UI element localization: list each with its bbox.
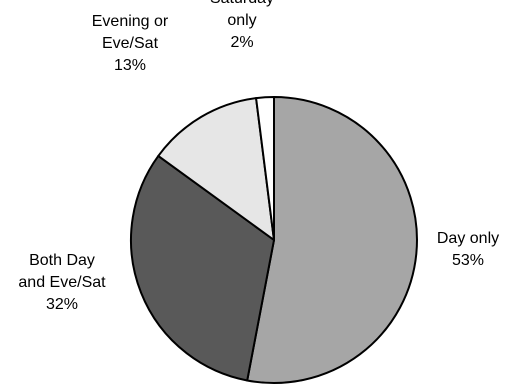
pie-slice-0 xyxy=(246,96,418,384)
slice-label-line-2-1: Eve/Sat xyxy=(102,35,159,52)
slice-labels: Day only 53% Both Day and Eve/Sat 32% Evening… xyxy=(18,0,499,313)
slice-percent-2: 13% xyxy=(114,57,146,74)
slice-label-line-1-1: and Eve/Sat xyxy=(18,274,106,291)
slice-label-line-0-0: Day only xyxy=(437,230,499,247)
slice-label-line-3-0: Saturday xyxy=(210,0,274,7)
slice-label-line-1-0: Both Day xyxy=(29,252,95,269)
pie-slice-3 xyxy=(255,96,275,241)
slice-percent-0: 53% xyxy=(452,252,484,269)
slice-label-2: Evening or Eve/Sat 13% xyxy=(92,13,169,74)
slice-label-3: Saturday only 2% xyxy=(210,0,274,51)
slice-label-1: Both Day and Eve/Sat 32% xyxy=(18,252,106,313)
pie-slice-1 xyxy=(130,154,275,382)
slice-label-line-3-1: only xyxy=(227,12,256,29)
slice-percent-1: 32% xyxy=(46,296,78,313)
pie-slice-2 xyxy=(157,97,275,241)
slice-percent-3: 2% xyxy=(230,34,253,51)
slice-label-line-2-0: Evening or xyxy=(92,13,169,30)
pie-slices xyxy=(130,96,418,384)
slice-label-0: Day only 53% xyxy=(437,230,499,269)
